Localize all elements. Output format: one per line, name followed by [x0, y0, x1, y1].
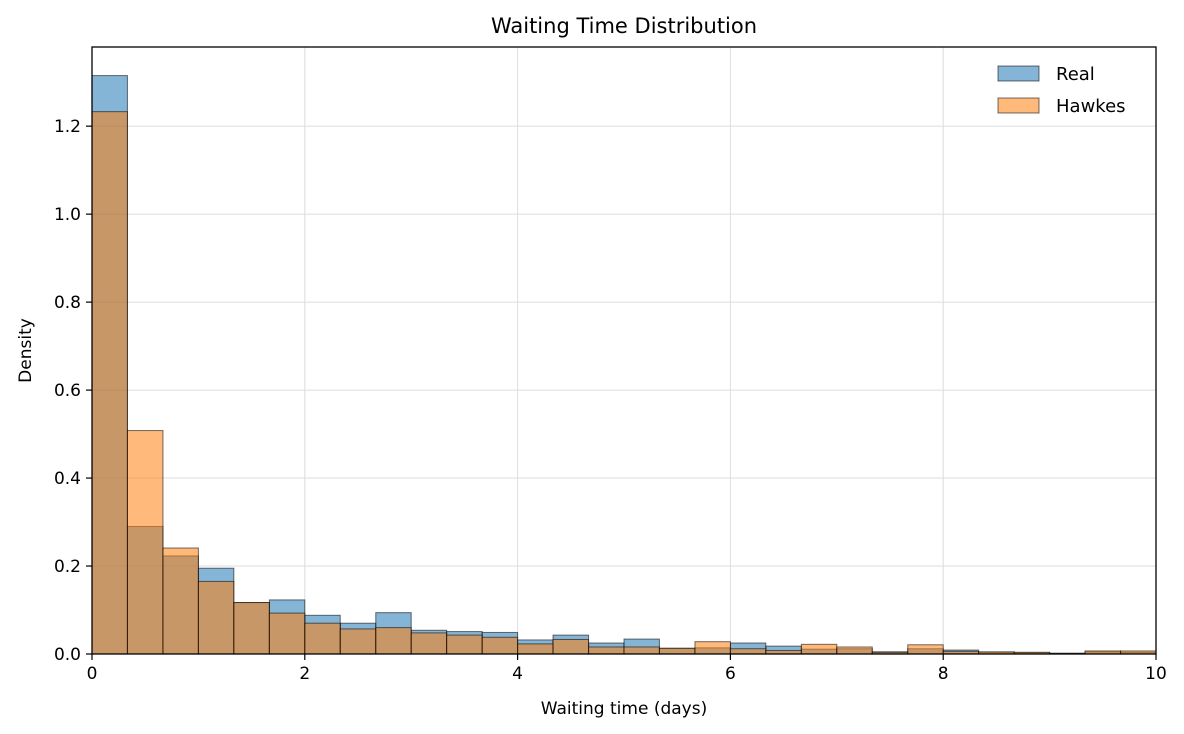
bar-hawkes [268, 612, 306, 655]
bar-hawkes [446, 634, 483, 655]
bar-hawkes [481, 636, 519, 655]
bar-hawkes [800, 643, 838, 655]
legend-label-real: Real [1056, 64, 1095, 85]
legend-swatch-real [997, 65, 1040, 82]
ticks-layer: 0 2 4 6 8 10 0.0 0.2 0.4 0.6 0.8 1.0 1.2 [54, 117, 1167, 684]
bar-hawkes [197, 580, 235, 655]
bar-hawkes [233, 602, 270, 655]
bar-hawkes [339, 628, 377, 655]
x-axis-label: Waiting time (days) [541, 699, 707, 719]
bar-hawkes [552, 638, 590, 655]
y-tick-label: 1.2 [54, 117, 81, 137]
bar-hawkes [517, 643, 554, 655]
y-axis-label: Density [16, 318, 36, 383]
y-tick-label: 0.8 [54, 293, 81, 313]
bar-hawkes [623, 646, 660, 655]
bars-layer [91, 75, 1157, 655]
x-tick-label: 8 [938, 664, 949, 684]
chart-title: Waiting Time Distribution [491, 14, 757, 38]
legend-label-hawkes: Hawkes [1056, 96, 1126, 117]
legend: Real Hawkes [997, 64, 1126, 117]
x-tick-label: 4 [512, 664, 523, 684]
x-tick-label: 6 [725, 664, 736, 684]
plot-frame [91, 46, 1157, 655]
bar-hawkes [410, 632, 448, 655]
bar-hawkes [588, 646, 625, 655]
bar-hawkes [91, 111, 128, 655]
y-tick-label: 0.2 [54, 557, 81, 577]
y-tick-label: 0.6 [54, 381, 81, 401]
bar-hawkes [658, 647, 696, 655]
y-tick-label: 0.0 [54, 645, 81, 665]
bar-hawkes [162, 547, 199, 655]
y-tick-label: 0.4 [54, 469, 81, 489]
x-tick-label: 0 [87, 664, 98, 684]
bar-hawkes [126, 430, 164, 655]
y-tick-label: 1.0 [54, 205, 81, 225]
x-tick-label: 10 [1145, 664, 1167, 684]
x-tick-label: 2 [299, 664, 310, 684]
bar-hawkes [304, 622, 341, 655]
bar-hawkes [907, 644, 944, 655]
bar-hawkes [694, 641, 731, 655]
bar-hawkes [729, 648, 767, 655]
grid-layer [91, 47, 1157, 655]
bar-hawkes [375, 627, 412, 655]
bar-hawkes [836, 646, 873, 655]
legend-swatch-hawkes [997, 97, 1040, 114]
